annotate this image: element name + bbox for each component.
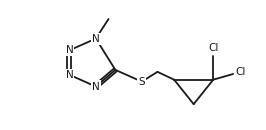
Text: N: N	[92, 82, 100, 92]
Text: S: S	[139, 77, 145, 87]
Text: Cl: Cl	[208, 43, 218, 53]
Text: Cl: Cl	[235, 67, 246, 77]
Text: N: N	[65, 70, 73, 80]
Text: N: N	[92, 34, 100, 44]
Text: N: N	[65, 45, 73, 55]
